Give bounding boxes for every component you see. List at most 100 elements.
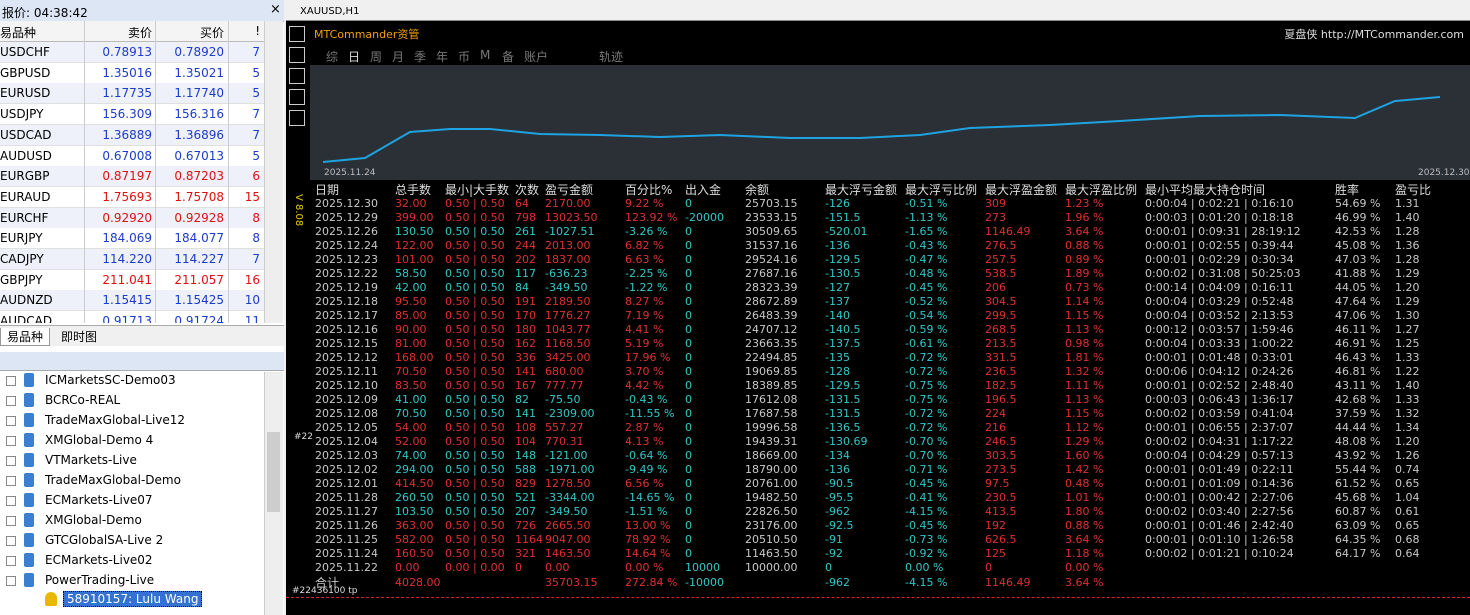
table-cell: -0.45 % (905, 519, 948, 532)
table-cell: 0:00:04 | 0:03:29 | 0:52:48 (1145, 295, 1294, 308)
table-cell: 0:00:04 | 0:03:33 | 1:00:22 (1145, 337, 1294, 350)
table-cell: 276.5 (985, 239, 1017, 252)
table-cell: -0.43 % (905, 239, 948, 252)
table-cell: 9047.00 (545, 533, 591, 546)
server[interactable]: ECMarkets-Live07 (45, 493, 153, 507)
ask: 211.057 (174, 272, 224, 287)
table-header: 胜率 (1335, 183, 1360, 197)
table-cell: 2025.12.03 (315, 449, 378, 462)
table-cell: -4.15 % (905, 505, 948, 518)
table-cell: 55.44 % (1335, 463, 1381, 476)
table-cell: 85.00 (395, 309, 427, 322)
table-cell: 52.00 (395, 435, 427, 448)
table-cell: 0.61 (1395, 505, 1420, 518)
table-cell: 0:00:01 | 0:02:55 | 0:39:44 (1145, 239, 1294, 252)
ask: 0.87203 (174, 169, 224, 184)
table-cell: 0 (685, 407, 692, 420)
server[interactable]: VTMarkets-Live (45, 453, 137, 467)
server[interactable]: XMGlobal-Demo (45, 513, 142, 527)
close-button[interactable]: × (270, 2, 281, 17)
table-cell: 3425.00 (545, 351, 591, 364)
table-cell: -2309.00 (545, 407, 595, 420)
total-cell: 4028.00 (395, 576, 441, 589)
ask: 1.17740 (174, 86, 224, 101)
server[interactable]: ECMarkets-Live02 (45, 553, 153, 567)
table-cell: 97.5 (985, 477, 1010, 490)
report-tab[interactable]: 币 (458, 50, 471, 64)
table-cell: 95.50 (395, 295, 427, 308)
server[interactable]: BCRCo-REAL (45, 393, 121, 407)
table-cell: 0 (685, 239, 692, 252)
server[interactable]: PowerTrading-Live (45, 573, 155, 587)
server-icon (24, 413, 34, 427)
spread: 6 (252, 169, 260, 184)
server-icon (24, 533, 34, 547)
market-watch: 易品种 卖价 买价! USDCHF 0.78913 0.78920 7 GBPUSD 1.350… (0, 21, 264, 323)
table-cell: 2.87 % (625, 421, 664, 434)
tab[interactable]: 易品种 (0, 328, 51, 346)
report-tab[interactable]: 年 (436, 50, 449, 64)
mw-header: 易品种 (0, 26, 37, 40)
account[interactable]: 58910157: Lulu Wang (63, 591, 203, 607)
server[interactable]: XMGlobal-Demo 4 (45, 433, 154, 447)
server[interactable]: GTCGlobalSA-Live 2 (45, 533, 164, 547)
tree-expander (6, 396, 16, 406)
report-tab[interactable]: 月 (392, 50, 405, 64)
spread: 7 (252, 45, 260, 59)
mw-row (0, 166, 264, 188)
table-cell: 0:00:03 | 0:06:43 | 1:36:17 (1145, 393, 1294, 406)
table-header: 最大浮亏金额 (825, 183, 898, 197)
table-cell: 0 (685, 547, 692, 560)
table-cell: 798 (515, 211, 536, 224)
ask: 1.36896 (174, 127, 224, 142)
table-cell: 0.50 | 0.50 (445, 407, 505, 420)
symbol: USDCHF (0, 45, 50, 59)
table-cell: 1146.49 (985, 225, 1031, 238)
spread: 16 (244, 272, 260, 287)
table-cell: -0.64 % (625, 449, 668, 462)
table-cell: 180 (515, 323, 536, 336)
table-cell: 2025.12.05 (315, 421, 378, 434)
table-cell: 5.19 % (625, 337, 664, 350)
table-cell: 6.63 % (625, 253, 664, 266)
table-cell: 4.42 % (625, 379, 664, 392)
table-cell: 1.42 % (1065, 463, 1104, 476)
table-cell: 0:00:06 | 0:04:12 | 0:24:26 (1145, 365, 1294, 378)
table-cell: 2025.12.16 (315, 323, 378, 336)
table-cell: 363.00 (395, 519, 434, 532)
table-cell: 0.00 | 0.00 (445, 561, 505, 574)
table-cell: 399.00 (395, 211, 434, 224)
report-tab[interactable]: 综 (326, 50, 339, 64)
report-tab[interactable]: 账户 (524, 50, 549, 64)
table-cell: 4.41 % (625, 323, 664, 336)
table-cell: -121.00 (545, 449, 588, 462)
table-cell: 0 (685, 379, 692, 392)
server[interactable]: TradeMaxGlobal-Demo (45, 473, 181, 487)
chart-window: XAUUSD,H1 MTCommander资管 夏盘侠 http://MTCom… (286, 4, 1470, 615)
report-tab[interactable]: 轨迹 (599, 50, 624, 64)
table-header: 总手数 (395, 183, 432, 197)
table-cell: 0:00:01 | 0:06:55 | 2:37:07 (1145, 421, 1294, 434)
table-cell: 1.29 (1395, 267, 1420, 280)
table-cell: -92.5 (825, 519, 854, 532)
server[interactable]: TradeMaxGlobal-Live12 (45, 413, 186, 427)
report-tab[interactable]: 季 (414, 50, 427, 64)
table-cell: 1.13 % (1065, 393, 1104, 406)
table-cell: 3.70 % (625, 365, 664, 378)
table-cell: 168.00 (395, 351, 434, 364)
report-tab[interactable]: 周 (370, 50, 383, 64)
table-cell: 1.12 % (1065, 421, 1104, 434)
table-cell: 60.87 % (1335, 505, 1381, 518)
report-tab[interactable]: M (480, 48, 491, 62)
tab[interactable]: 即时图 (61, 330, 98, 344)
table-cell: -0.47 % (905, 253, 948, 266)
table-cell: 31537.16 (745, 239, 798, 252)
total-cell: -4.15 % (905, 576, 948, 589)
tree-expander (6, 476, 16, 486)
table-cell: 1.32 % (1065, 365, 1104, 378)
report-tab[interactable]: 日 (348, 50, 361, 64)
report-tab[interactable]: 备 (502, 50, 515, 64)
symbol: USDJPY (0, 107, 44, 122)
server[interactable]: ICMarketsSC-Demo03 (45, 373, 176, 387)
table-cell: 1.96 % (1065, 211, 1104, 224)
